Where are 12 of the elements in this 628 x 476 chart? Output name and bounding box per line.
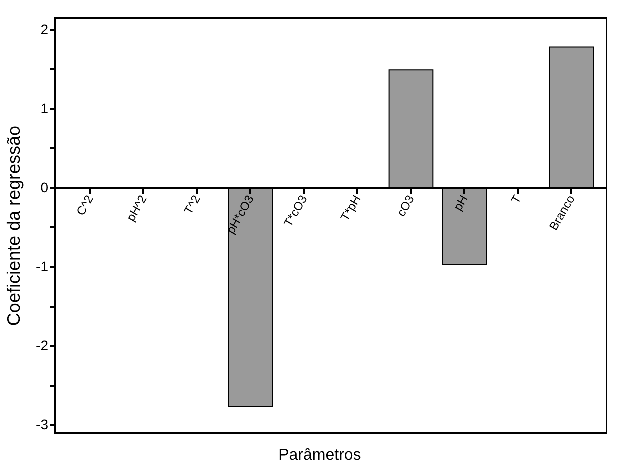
x-axis-title: Parâmetros: [278, 447, 362, 464]
x-tick-label: T: [508, 192, 525, 206]
y-tick-label: -2: [36, 338, 49, 354]
y-tick-label: 1: [40, 100, 49, 116]
x-tick-label: pH: [450, 192, 471, 214]
y-axis-title: Coeficiente da regressão: [4, 126, 24, 326]
y-tick-label: -1: [36, 258, 49, 274]
y-tick-label: 0: [40, 179, 49, 196]
y-tick-label: -3: [36, 416, 49, 433]
y-tick-label: 2: [40, 21, 49, 38]
x-tick-label: T^2: [181, 192, 204, 217]
x-tick-label: C^2: [74, 192, 97, 218]
